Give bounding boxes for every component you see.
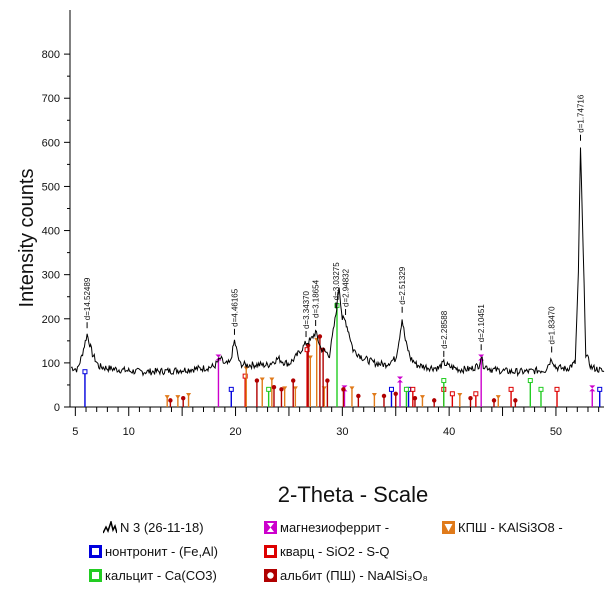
x-tick-label: 30	[336, 426, 348, 438]
x-tick-label: 10	[123, 426, 135, 438]
axes: 0 100 200 300 400 500 600 700 800 5 10 20 30 40 50	[42, 10, 604, 438]
phase-marker	[491, 398, 497, 403]
phase-marker	[291, 378, 296, 383]
phase-marker	[269, 377, 275, 382]
phase-marker	[259, 377, 265, 382]
phase-lines	[82, 303, 603, 407]
peak-label: d=2.28588	[440, 310, 449, 349]
phase-marker	[292, 386, 298, 391]
peak-labels: d=14.52489 d=4.46165 d=3.34370 d=3.18654 d=3…	[83, 94, 586, 357]
phase-marker	[82, 369, 88, 375]
peak-label: d=3.34370	[302, 290, 311, 329]
y-axis-label: Intensity counts	[16, 169, 38, 308]
phase-marker	[175, 395, 181, 400]
phase-marker	[168, 398, 173, 403]
phase-marker	[412, 395, 418, 401]
phase-marker	[282, 386, 288, 391]
peak-label: d=2.51329	[398, 266, 407, 305]
phase-marker	[554, 386, 560, 392]
y-tick-label: 700	[42, 93, 60, 105]
phase-marker	[181, 395, 186, 401]
phase-marker	[419, 395, 425, 400]
phase-marker	[371, 392, 377, 397]
x-axis-label: 2-Theta - Scale	[278, 482, 428, 507]
phase-marker	[307, 355, 313, 360]
phase-marker	[228, 386, 234, 392]
phase-marker	[356, 393, 361, 399]
x-tick-label: 5	[72, 426, 78, 438]
phase-marker	[457, 392, 463, 397]
phase-marker	[254, 378, 260, 383]
peak-label: d=2.10451	[477, 304, 486, 343]
phase-marker	[304, 347, 310, 353]
phase-marker	[341, 387, 346, 392]
phase-marker	[597, 386, 603, 392]
x-tick-label: 50	[550, 426, 562, 438]
peak-label: d=4.46165	[230, 288, 239, 327]
phase-marker	[349, 386, 355, 391]
peak-label: d=3.18654	[312, 279, 321, 318]
y-tick-label: 300	[42, 270, 60, 282]
phase-marker	[393, 391, 398, 396]
x-tick-label: 40	[443, 426, 455, 438]
peak-label: d=1.74716	[577, 94, 586, 133]
y-tick-label: 600	[42, 137, 60, 149]
phase-marker	[271, 384, 277, 390]
y-tick-label: 500	[42, 181, 60, 193]
y-tick-label: 0	[54, 402, 60, 414]
phase-marker	[279, 387, 284, 392]
phase-marker	[513, 398, 518, 403]
x-tick-label: 20	[229, 426, 241, 438]
phase-marker	[527, 378, 533, 384]
y-tick-label: 400	[42, 226, 60, 238]
peak-label: d=3.03275	[332, 262, 341, 301]
phase-marker	[317, 334, 323, 339]
phase-marker	[403, 386, 409, 392]
phase-marker	[325, 378, 330, 383]
y-tick-label: 800	[42, 49, 60, 61]
pattern-line	[70, 147, 605, 378]
phase-marker	[242, 373, 248, 379]
phase-marker	[449, 391, 455, 397]
phase-marker	[473, 391, 479, 397]
phase-marker	[186, 392, 192, 397]
phase-marker	[381, 393, 387, 399]
phase-marker	[388, 386, 394, 392]
phase-marker	[243, 366, 249, 371]
phase-marker	[164, 395, 170, 400]
y-tick-label: 100	[42, 358, 60, 370]
peak-label: d=2.94832	[342, 268, 351, 307]
phase-marker	[431, 398, 437, 403]
phase-marker	[266, 386, 272, 392]
y-tick-label: 200	[42, 314, 60, 326]
phase-marker	[468, 395, 473, 401]
phase-marker	[538, 386, 544, 392]
peak-label: d=1.83470	[548, 306, 557, 345]
phase-marker	[495, 395, 501, 400]
phase-marker	[589, 385, 596, 392]
phase-marker	[441, 378, 447, 384]
peak-label: d=14.52489	[83, 277, 92, 320]
phase-marker	[410, 386, 416, 392]
phase-marker	[508, 386, 514, 392]
phase-marker	[397, 376, 404, 383]
